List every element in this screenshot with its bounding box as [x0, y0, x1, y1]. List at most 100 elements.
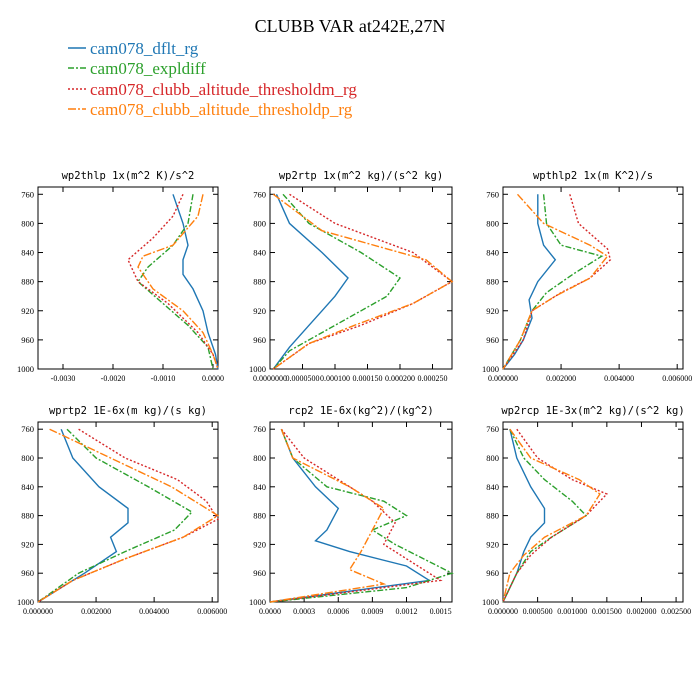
chart-panel: rcp2 1E-6x(kg^2)/(kg^2) 760 800 840 880 920 96… — [249, 405, 454, 616]
y-tick-label: 1000 — [482, 597, 499, 607]
series-line-cam078_expldiff — [269, 428, 454, 603]
legend-label: cam078_clubb_altitude_thresholdm_rg — [90, 80, 357, 99]
legend-label: cam078_clubb_altitude_thresholdp_rg — [90, 100, 353, 119]
y-tick-label: 840 — [253, 248, 266, 258]
y-tick-label: 840 — [486, 482, 499, 492]
series-line-cam078_clubb_altitude_thresholdm_rg — [502, 428, 609, 603]
y-tick-label: 840 — [21, 482, 34, 492]
series-line-cam078_clubb_altitude_thresholdp_rg — [272, 193, 454, 370]
series-line-cam078_clubb_altitude_thresholdm_rg — [269, 428, 443, 603]
panel-title: wpthlp2 1x(m K^2)/s — [533, 170, 653, 182]
series-line-cam078_clubb_altitude_thresholdp_rg — [37, 428, 220, 603]
chart-panel: wp2rtp 1x(m^2 kg)/(s^2 kg) 760 800 840 880 92… — [249, 170, 454, 383]
y-tick-label: 920 — [486, 306, 499, 316]
series-line-cam078_dflt_rg — [269, 428, 432, 603]
chart-panel: wp2thlp 1x(m^2 K)/s^2 760 800 840 880 920 960 1… — [17, 170, 224, 383]
x-tick-label: 0.0000 — [259, 607, 281, 616]
y-tick-label: 920 — [21, 539, 34, 549]
x-tick-label: 0.000200 — [385, 374, 415, 383]
x-tick-label: 0.002000 — [546, 374, 576, 383]
x-tick-label: 0.000100 — [320, 374, 350, 383]
y-tick-label: 920 — [486, 539, 499, 549]
y-tick-label: 800 — [253, 453, 266, 463]
y-tick-label: 960 — [486, 335, 499, 345]
legend-label: cam078_dflt_rg — [90, 39, 199, 58]
y-tick-label: 760 — [253, 189, 266, 199]
legend-entry: cam078_dflt_rg — [68, 39, 199, 58]
y-tick-label: 960 — [253, 335, 266, 345]
y-tick-label: 960 — [253, 568, 266, 578]
plot-frame — [269, 421, 453, 603]
panel-title: wp2rtp 1x(m^2 kg)/(s^2 kg) — [279, 170, 443, 182]
series-line-cam078_clubb_altitude_thresholdp_rg — [502, 193, 609, 370]
series-line-cam078_dflt_rg — [272, 194, 349, 370]
x-tick-label: 0.0009 — [361, 607, 383, 616]
series-line-cam078_dflt_rg — [172, 194, 219, 370]
x-tick-label: 0.000000 — [488, 374, 518, 383]
series-line-cam078_expldiff — [502, 428, 588, 603]
x-tick-label: 0.0000000 — [253, 374, 287, 383]
x-tick-label: -0.0020 — [101, 374, 126, 383]
series-line-cam078_expldiff — [502, 194, 604, 370]
y-tick-label: 1000 — [249, 364, 266, 374]
y-tick-label: 800 — [21, 453, 34, 463]
x-tick-label: 0.004000 — [139, 607, 169, 616]
y-tick-label: 840 — [21, 248, 34, 258]
y-tick-label: 800 — [253, 218, 266, 228]
x-tick-label: -0.0030 — [51, 374, 76, 383]
y-tick-label: 920 — [253, 306, 266, 316]
x-tick-label: 0.000500 — [523, 607, 553, 616]
x-tick-label: 0.0015 — [430, 607, 452, 616]
y-tick-label: 800 — [486, 218, 499, 228]
panel-title: rcp2 1E-6x(kg^2)/(kg^2) — [288, 405, 433, 417]
x-tick-label: 0.001500 — [592, 607, 622, 616]
plot-frame — [502, 421, 684, 603]
plot-frame — [269, 186, 453, 370]
y-tick-label: 760 — [21, 189, 34, 199]
x-tick-label: 0.000000 — [488, 607, 518, 616]
y-tick-label: 880 — [21, 277, 34, 287]
y-tick-label: 800 — [21, 218, 34, 228]
y-tick-label: 1000 — [482, 364, 499, 374]
y-tick-label: 880 — [486, 511, 499, 521]
x-tick-label: 0.004000 — [604, 374, 634, 383]
y-tick-label: 760 — [253, 424, 266, 434]
x-tick-label: 0.002000 — [81, 607, 111, 616]
y-tick-label: 800 — [486, 453, 499, 463]
series-line-cam078_expldiff — [37, 428, 194, 603]
legend-label: cam078_expldiff — [90, 59, 206, 78]
y-tick-label: 1000 — [249, 597, 266, 607]
y-tick-label: 1000 — [17, 364, 34, 374]
x-tick-label: 0.0012 — [396, 607, 418, 616]
series-line-cam078_dflt_rg — [502, 194, 557, 370]
chart-panel: wp2rcp 1E-3x(m^2 kg)/(s^2 kg)760 800 840 88… — [482, 405, 691, 616]
series-line-cam078_dflt_rg — [502, 429, 546, 603]
x-tick-label: 0.0000500 — [286, 374, 320, 383]
plot-frame — [37, 186, 219, 370]
panel-title: wp2thlp 1x(m^2 K)/s^2 — [62, 170, 195, 182]
panels: wp2thlp 1x(m^2 K)/s^2 760 800 840 880 920 960 1… — [17, 170, 692, 616]
x-tick-label: 0.001000 — [557, 607, 587, 616]
y-tick-label: 760 — [486, 424, 499, 434]
y-tick-label: 880 — [21, 511, 34, 521]
x-tick-label: 0.002000 — [626, 607, 656, 616]
plot-frame — [502, 186, 684, 370]
series-line-cam078_clubb_altitude_thresholdp_rg — [137, 194, 219, 370]
y-tick-label: 880 — [253, 277, 266, 287]
panel-title: wprtp2 1E-6x(m kg)/(s kg) — [49, 405, 207, 417]
series-line-cam078_clubb_altitude_thresholdp_rg — [502, 428, 601, 603]
y-tick-label: 960 — [486, 568, 499, 578]
x-tick-label: -0.0010 — [151, 374, 176, 383]
legend-entry: cam078_clubb_altitude_thresholdp_rg — [68, 100, 353, 119]
x-tick-label: 0.002500 — [661, 607, 691, 616]
x-tick-label: 0.006000 — [662, 374, 692, 383]
x-tick-label: 0.0003 — [293, 607, 315, 616]
x-tick-label: 0.0006 — [327, 607, 349, 616]
y-tick-label: 920 — [21, 306, 34, 316]
series-line-cam078_clubb_altitude_thresholdp_rg — [269, 428, 387, 603]
y-tick-label: 880 — [486, 277, 499, 287]
y-tick-label: 960 — [21, 568, 34, 578]
x-tick-label: 0.000000 — [23, 607, 53, 616]
legend: cam078_dflt_rg cam078_expldiff cam078_cl… — [68, 39, 357, 119]
